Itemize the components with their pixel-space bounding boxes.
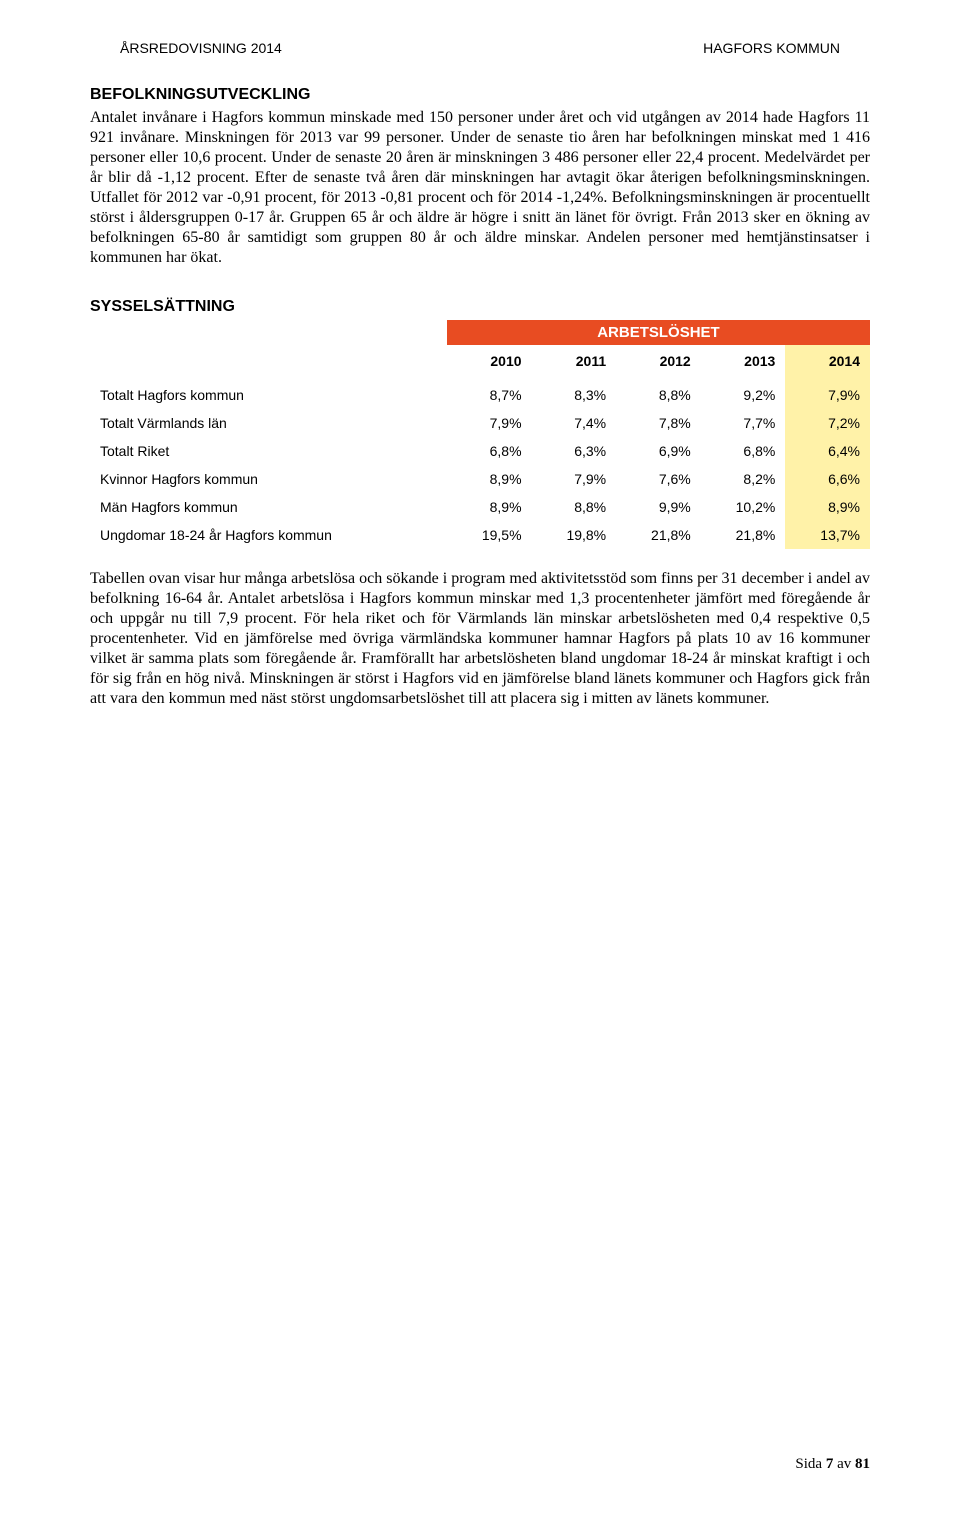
- cell: 8,9%: [447, 465, 532, 493]
- year-col-1: 2011: [532, 345, 617, 381]
- cell: 6,6%: [785, 465, 870, 493]
- section-body-sysselsattning: Tabellen ovan visar hur många arbetslösa…: [90, 569, 870, 709]
- row-label: Totalt Värmlands län: [90, 409, 447, 437]
- row-label: Kvinnor Hagfors kommun: [90, 465, 447, 493]
- cell: 7,9%: [785, 381, 870, 409]
- cell: 21,8%: [616, 521, 701, 549]
- row-label: Totalt Hagfors kommun: [90, 381, 447, 409]
- footer-mid: av: [833, 1456, 855, 1472]
- unemployment-table: ARBETSLÖSHET 2010 2011 2012 2013 2014 To…: [90, 320, 870, 549]
- cell: 7,6%: [616, 465, 701, 493]
- unemployment-table-wrap: ARBETSLÖSHET 2010 2011 2012 2013 2014 To…: [90, 320, 870, 549]
- header-right: HAGFORS KOMMUN: [703, 40, 840, 56]
- header-left: ÅRSREDOVISNING 2014: [120, 40, 282, 56]
- table-years-row: 2010 2011 2012 2013 2014: [90, 345, 870, 381]
- cell: 8,9%: [447, 493, 532, 521]
- table-banner-spacer: [90, 320, 447, 345]
- cell: 8,8%: [532, 493, 617, 521]
- cell: 7,2%: [785, 409, 870, 437]
- page-footer: Sida 7 av 81: [795, 1456, 870, 1473]
- section-title-sysselsattning: SYSSELSÄTTNING: [90, 298, 870, 316]
- table-years-spacer: [90, 345, 447, 381]
- cell: 7,7%: [701, 409, 786, 437]
- year-col-4: 2014: [785, 345, 870, 381]
- footer-prefix: Sida: [795, 1456, 825, 1472]
- cell: 21,8%: [701, 521, 786, 549]
- table-row: Ungdomar 18-24 år Hagfors kommun 19,5% 1…: [90, 521, 870, 549]
- row-label: Ungdomar 18-24 år Hagfors kommun: [90, 521, 447, 549]
- cell: 7,9%: [447, 409, 532, 437]
- page: ÅRSREDOVISNING 2014 HAGFORS KOMMUN BEFOL…: [0, 0, 960, 1513]
- row-label: Män Hagfors kommun: [90, 493, 447, 521]
- section-sysselsattning: SYSSELSÄTTNING ARBETSLÖSHET 2010 2011 20…: [90, 298, 870, 709]
- year-col-3: 2013: [701, 345, 786, 381]
- year-col-2: 2012: [616, 345, 701, 381]
- cell: 6,9%: [616, 437, 701, 465]
- section-title-befolkning: BEFOLKNINGSUTVECKLING: [90, 86, 870, 104]
- table-row: Totalt Riket 6,8% 6,3% 6,9% 6,8% 6,4%: [90, 437, 870, 465]
- cell: 19,8%: [532, 521, 617, 549]
- row-label: Totalt Riket: [90, 437, 447, 465]
- cell: 6,3%: [532, 437, 617, 465]
- page-header: ÅRSREDOVISNING 2014 HAGFORS KOMMUN: [90, 40, 870, 56]
- cell: 19,5%: [447, 521, 532, 549]
- cell: 13,7%: [785, 521, 870, 549]
- cell: 6,8%: [447, 437, 532, 465]
- table-banner-cell: ARBETSLÖSHET: [447, 320, 870, 345]
- cell: 8,3%: [532, 381, 617, 409]
- section-befolkning: BEFOLKNINGSUTVECKLING Antalet invånare i…: [90, 86, 870, 268]
- year-col-0: 2010: [447, 345, 532, 381]
- cell: 7,4%: [532, 409, 617, 437]
- table-banner: ARBETSLÖSHET: [447, 320, 870, 345]
- cell: 8,2%: [701, 465, 786, 493]
- cell: 7,9%: [532, 465, 617, 493]
- table-row: Kvinnor Hagfors kommun 8,9% 7,9% 7,6% 8,…: [90, 465, 870, 493]
- cell: 7,8%: [616, 409, 701, 437]
- cell: 6,8%: [701, 437, 786, 465]
- footer-total: 81: [855, 1456, 870, 1472]
- table-row: Män Hagfors kommun 8,9% 8,8% 9,9% 10,2% …: [90, 493, 870, 521]
- table-banner-row: ARBETSLÖSHET: [90, 320, 870, 345]
- cell: 8,7%: [447, 381, 532, 409]
- cell: 9,9%: [616, 493, 701, 521]
- cell: 8,9%: [785, 493, 870, 521]
- table-row: Totalt Värmlands län 7,9% 7,4% 7,8% 7,7%…: [90, 409, 870, 437]
- cell: 6,4%: [785, 437, 870, 465]
- cell: 10,2%: [701, 493, 786, 521]
- cell: 8,8%: [616, 381, 701, 409]
- cell: 9,2%: [701, 381, 786, 409]
- table-row: Totalt Hagfors kommun 8,7% 8,3% 8,8% 9,2…: [90, 381, 870, 409]
- section-body-befolkning: Antalet invånare i Hagfors kommun minska…: [90, 108, 870, 268]
